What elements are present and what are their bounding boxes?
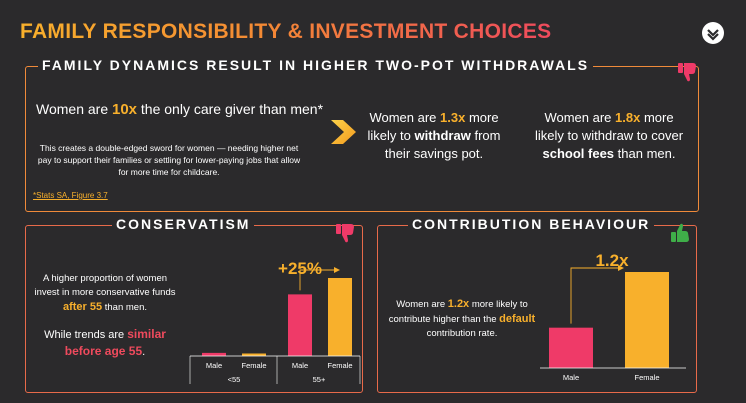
stat1-value: 1.3x [440,110,466,125]
cons-text1-pre: A higher proportion of women invest in m… [34,273,176,298]
withdraw-stat: Women are 1.3x more likely to withdraw f… [359,109,509,163]
tick-label-2: Male [292,361,308,370]
cons-text2-pre: While trends are [44,329,128,341]
care-value: 10x [112,101,138,118]
stat1-mid: more likely to [367,110,499,143]
tick-label-0: Male [563,373,579,382]
thumbs-down-icon [336,224,354,243]
thumbs-up-icon [671,223,689,242]
tick-label-1: Female [241,361,266,370]
contribution-chart: Male Female 1.2x [540,251,686,382]
tick-label-3: Female [327,361,352,370]
annotation-arrowhead [618,265,624,271]
cons-text1-bold: after 55 [62,301,103,313]
conservatism-text: A higher proportion of women invest in m… [30,272,180,315]
care-giver-statement: Women are 10x the only care giver than m… [36,101,323,118]
bar-male [549,327,593,368]
source-link[interactable]: *Stats SA, Figure 3.7 [33,191,108,200]
contrib-value: 1.2x [447,298,470,310]
contribution-panel: CONTRIBUTION BEHAVIOUR Women are 1.2x mo… [377,216,697,393]
stat2-post: than men. [614,146,676,161]
bar-female-3 [328,278,352,356]
stat2-value: 1.8x [615,110,641,125]
bar-male-0 [202,352,226,356]
increase-annotation: +25% [278,259,322,278]
double-edged-note: This creates a double-edged sword for wo… [37,143,301,177]
conservatism-panel: CONSERVATISM A higher proportion of wome… [25,216,363,393]
family-dynamics-title: FAMILY DYNAMICS RESULT IN HIGHER TWO-POT… [38,57,594,73]
bar-female-1 [242,353,266,356]
contrib-pre: Women are [396,299,448,310]
thumbs-down-icon [678,63,696,82]
cons-text2-hl1: similar [127,327,166,341]
annotation-bracket [299,269,338,291]
conservatism-chart: Male Female Male Female<55 55++25% [189,259,361,384]
page-title: FAMILY RESPONSIBILITY & INVESTMENT CHOIC… [20,20,552,43]
tick-label-1: Female [634,373,659,382]
contrib-mid: more likely to contribute higher than th… [388,299,528,325]
stat1-pre: Women are [369,110,441,125]
stat1-bold: withdraw [414,128,471,143]
conservatism-title: CONSERVATISM [112,216,255,232]
ratio-annotation: 1.2x [595,251,629,270]
contrib-post: contribution rate. [426,328,498,339]
chevron-right-icon [331,120,356,144]
cons-text1-post: than men. [102,302,148,313]
similar-trends-text: While trends are similar before age 55. [30,326,180,360]
family-dynamics-panel: FAMILY DYNAMICS RESULT IN HIGHER TWO-POT… [25,57,699,212]
contrib-bold: default [499,313,536,325]
annotation-arrowhead [334,267,340,273]
care-post-text: the only care giver than men* [137,101,324,117]
cons-text2-hl2: before age 55 [64,344,143,358]
school-fees-stat: Women are 1.8x more likely to withdraw t… [529,109,689,163]
cons-text2-post: . [142,346,146,358]
group-label-0: <55 [228,375,241,384]
group-label-1: 55+ [313,375,326,384]
brand-logo-icon [702,22,724,44]
stat2-pre: Women are [544,110,616,125]
care-pre-text: Women are [36,101,112,117]
contribution-text: Women are 1.2x more likely to contribute… [382,297,542,341]
contribution-title: CONTRIBUTION BEHAVIOUR [408,216,655,232]
bar-female [625,272,669,368]
tick-label-0: Male [206,361,222,370]
bar-male-2 [288,294,312,356]
stat2-mid: more likely to withdraw to cover [534,110,684,143]
stat1-post: from their savings pot. [384,128,501,161]
stat2-bold: school fees [542,146,615,161]
annotation-bracket [570,267,623,324]
